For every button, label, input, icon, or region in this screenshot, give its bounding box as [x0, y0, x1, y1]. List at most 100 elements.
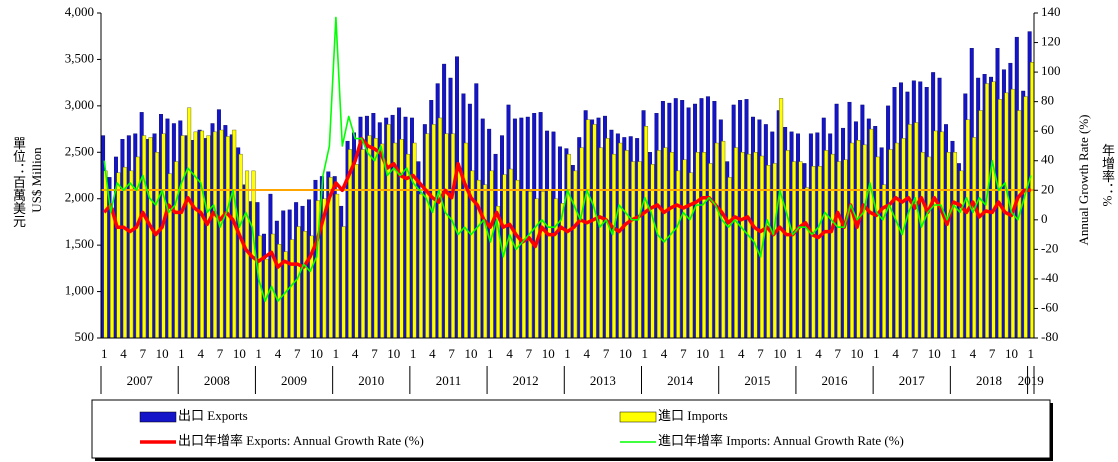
bar — [541, 191, 546, 339]
x-tick-label: 10 — [310, 346, 323, 361]
bar — [946, 152, 951, 339]
bar — [489, 170, 494, 339]
bar — [431, 124, 436, 339]
bar — [631, 161, 636, 339]
y2-tick-label: 80 — [1041, 93, 1054, 108]
x-tick-label: 1 — [950, 346, 957, 361]
bar — [695, 152, 700, 339]
year-label: 2007 — [127, 373, 154, 388]
x-tick-label: 10 — [1005, 346, 1018, 361]
bar — [586, 119, 591, 339]
y-tick-label: 1,000 — [65, 283, 94, 298]
bar — [425, 133, 430, 339]
bar — [380, 143, 385, 339]
x-tick-label: 1 — [101, 346, 108, 361]
x-tick-label: 10 — [387, 346, 400, 361]
bar — [689, 172, 694, 339]
bar — [952, 152, 957, 339]
bar — [148, 137, 153, 339]
x-tick-label: 4 — [892, 346, 899, 361]
bar — [914, 122, 919, 339]
x-tick-label: 1 — [178, 346, 185, 361]
y-tick-label: 2,500 — [65, 143, 94, 158]
bar — [393, 142, 398, 339]
y2-tick-label: 40 — [1041, 152, 1054, 167]
year-label: 2010 — [358, 373, 384, 388]
bar — [792, 161, 796, 339]
year-label: 2016 — [822, 373, 849, 388]
legend-swatch — [139, 411, 177, 423]
x-tick-label: 10 — [851, 346, 864, 361]
bar — [785, 150, 790, 339]
x-tick-label: 4 — [815, 346, 822, 361]
x-tick-label: 4 — [197, 346, 204, 361]
x-tick-label: 1 — [641, 346, 648, 361]
bar — [463, 142, 468, 339]
x-tick-label: 7 — [294, 346, 301, 361]
bar — [193, 131, 198, 339]
x-tick-label: 7 — [526, 346, 533, 361]
bar — [978, 110, 983, 339]
bar — [155, 152, 159, 339]
bar — [521, 189, 526, 339]
bar — [335, 193, 340, 339]
y2-tick-label: 100 — [1041, 63, 1061, 78]
line — [103, 16, 1032, 302]
x-tick-label: 4 — [352, 346, 359, 361]
bar — [804, 187, 809, 339]
bar — [599, 147, 603, 339]
bar — [122, 166, 127, 339]
bar — [837, 161, 842, 339]
bar — [373, 138, 378, 339]
y2-label: Annual Growth Rate (%) — [1076, 114, 1091, 245]
y-tick-label: 4,000 — [65, 4, 94, 19]
x-tick-label: 7 — [140, 346, 147, 361]
bar — [232, 129, 237, 339]
y-tick-label: 3,500 — [65, 50, 94, 65]
bar — [997, 99, 1002, 339]
bar — [296, 226, 301, 339]
x-tick-label: 10 — [619, 346, 632, 361]
bar — [849, 142, 854, 339]
x-tick-label: 4 — [120, 346, 127, 361]
y2-tick-label: -40 — [1041, 270, 1058, 285]
bar — [451, 133, 455, 339]
x-tick-label: 7 — [448, 346, 455, 361]
bar — [605, 138, 610, 339]
bar — [290, 239, 295, 339]
bar — [367, 135, 372, 339]
bar — [669, 152, 674, 339]
bar — [927, 156, 932, 339]
year-label: 2009 — [281, 373, 307, 388]
bar — [888, 149, 893, 339]
x-tick-label: 7 — [912, 346, 919, 361]
bar — [103, 170, 108, 339]
y2-tick-label: 0 — [1041, 211, 1048, 226]
bar — [862, 144, 867, 339]
bar — [965, 119, 970, 339]
x-tick-label: 4 — [429, 346, 436, 361]
x-tick-label: 4 — [506, 346, 513, 361]
bar — [644, 126, 649, 339]
bar — [167, 173, 172, 339]
bar — [1017, 110, 1022, 339]
legend-box — [91, 399, 1051, 459]
bar — [110, 207, 114, 339]
bar — [534, 198, 539, 339]
bar — [560, 203, 565, 339]
bar — [721, 140, 726, 339]
bar — [200, 130, 205, 339]
legend-label: 進口年增率 Imports: Annual Growth Rate (%) — [658, 433, 904, 448]
bar — [663, 147, 668, 339]
bar — [856, 140, 861, 339]
line — [102, 136, 1031, 269]
legend-label: 進口 Imports — [658, 408, 728, 423]
y2-label-cjk: 年增率：% — [1100, 144, 1115, 207]
bar — [895, 142, 899, 339]
y-tick-label: 500 — [75, 329, 95, 344]
x-tick-label: 1 — [487, 346, 494, 361]
x-tick-label: 10 — [696, 346, 709, 361]
x-tick-label: 7 — [603, 346, 610, 361]
bar — [940, 131, 944, 339]
